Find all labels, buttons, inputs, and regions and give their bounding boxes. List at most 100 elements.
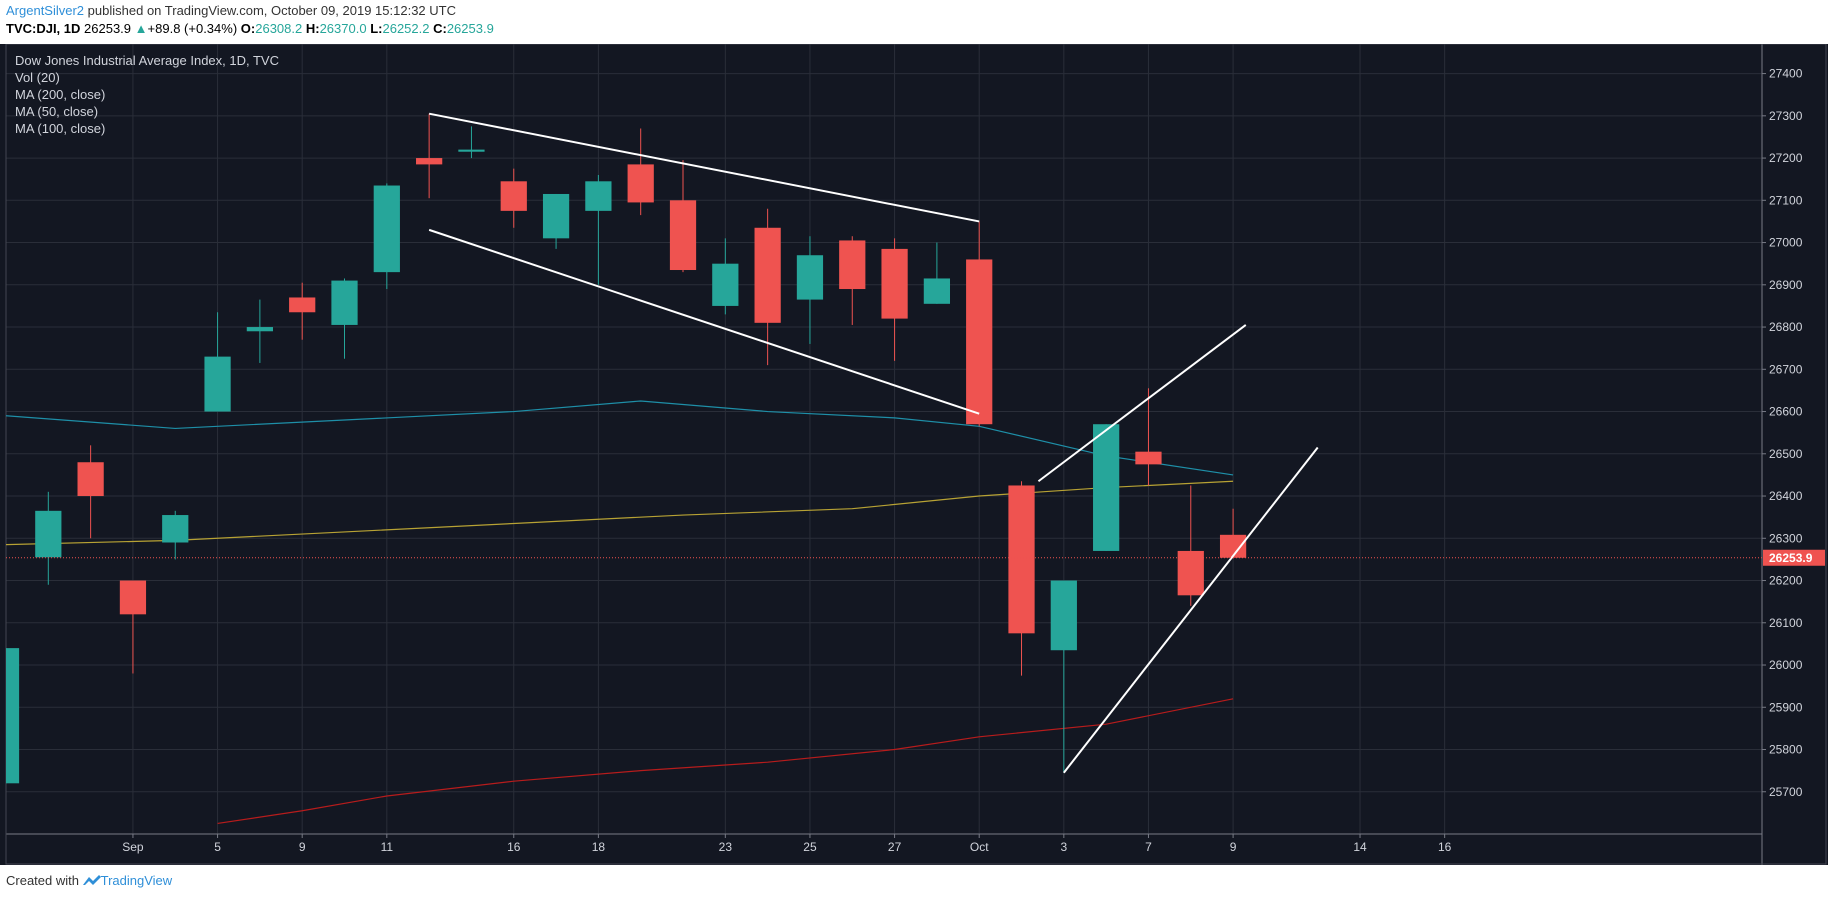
- price-tick-label: 26200: [1769, 574, 1803, 588]
- candle-up: [6, 648, 20, 784]
- low-value: 26252.2: [382, 21, 430, 36]
- time-tick-label: 9: [299, 840, 306, 854]
- publication-header: ArgentSilver2 published on TradingView.c…: [0, 0, 1828, 44]
- time-tick-label: 25: [803, 840, 817, 854]
- price-tick-label: 26400: [1769, 489, 1803, 503]
- trend-line: [1037, 324, 1247, 483]
- ma100-line: [217, 698, 1234, 825]
- time-tick-label: Oct: [970, 840, 989, 854]
- change-up-arrow-icon: ▲: [134, 21, 148, 36]
- published-text: published on TradingView.com, October 09…: [87, 3, 456, 18]
- ma50-line: [6, 400, 1234, 476]
- price-tick-label: 27100: [1769, 193, 1803, 207]
- change-value: +89.8 (+0.34%): [147, 21, 238, 36]
- price-tick-label: 26300: [1769, 531, 1803, 545]
- price-tick-label: 27200: [1769, 151, 1803, 165]
- candle-up: [712, 263, 739, 306]
- candle-up: [1093, 424, 1120, 551]
- price-tick-label: 26100: [1769, 616, 1803, 630]
- candle-down: [289, 297, 316, 313]
- legend-item-ma50[interactable]: MA (50, close): [15, 104, 99, 119]
- tradingview-logo-icon: [82, 873, 101, 888]
- symbol-label: TVC:DJI, 1D: [6, 21, 81, 36]
- price-tick-label: 26500: [1769, 447, 1803, 461]
- close-label: C:: [433, 21, 447, 36]
- open-label: O:: [240, 21, 256, 36]
- created-with: Created with TradingView: [6, 873, 172, 888]
- candle-up: [796, 255, 824, 300]
- candle-up: [204, 356, 231, 412]
- price-tick-label: 26800: [1769, 320, 1803, 334]
- candle-down: [1135, 451, 1162, 465]
- time-tick-label: 16: [507, 840, 521, 854]
- candle-down: [1219, 534, 1247, 558]
- publication-info: ArgentSilver2 published on TradingView.c…: [6, 3, 456, 18]
- ma200-line: [6, 480, 1234, 546]
- legend-item-ma200[interactable]: MA (200, close): [15, 87, 106, 102]
- candle-up: [162, 515, 189, 543]
- price-tick-label: 26700: [1769, 362, 1803, 376]
- candle-down: [627, 164, 654, 203]
- candle-down: [119, 580, 147, 615]
- price-tick-label: 26000: [1769, 658, 1803, 672]
- candle-down: [966, 259, 993, 425]
- last-price: 26253.9: [84, 21, 132, 36]
- legend-title: Dow Jones Industrial Average Index, 1D, …: [15, 53, 279, 68]
- legend-item-ma100[interactable]: MA (100, close): [15, 121, 106, 136]
- candle-up: [35, 510, 62, 558]
- price-tick-label: 25700: [1769, 785, 1803, 799]
- trend-line: [428, 228, 980, 415]
- candle-down: [1177, 550, 1204, 596]
- candle-up: [331, 280, 358, 325]
- candle-up: [246, 327, 273, 332]
- candle-down: [77, 462, 104, 497]
- price-tick-label: 27000: [1769, 236, 1803, 250]
- created-with-text: Created with: [6, 873, 79, 888]
- high-label: H:: [305, 21, 320, 36]
- candle-down: [669, 200, 697, 271]
- time-tick-label: Sep: [122, 840, 144, 854]
- time-tick-label: 16: [1438, 840, 1452, 854]
- trend-line: [428, 112, 980, 223]
- symbol-ohlc-line: TVC:DJI, 1D 26253.9 ▲+89.8 (+0.34%) O:26…: [6, 21, 494, 36]
- candle-up: [585, 181, 612, 211]
- candle-up: [1050, 580, 1077, 651]
- time-tick-label: 14: [1353, 840, 1367, 854]
- price-tick-label: 25800: [1769, 743, 1803, 757]
- open-value: 26308.2: [255, 21, 303, 36]
- candlestick-chart[interactable]: 25700 25800 25900 26000 26100 26200 26300 26400…: [0, 44, 1828, 865]
- price-tick-label: 25900: [1769, 700, 1803, 714]
- chart-background: [0, 44, 1828, 865]
- price-tick-label: 26600: [1769, 405, 1803, 419]
- trend-line: [1063, 446, 1319, 774]
- close-value: 26253.9: [446, 21, 494, 36]
- author-link[interactable]: ArgentSilver2: [6, 3, 85, 18]
- low-label: L:: [370, 21, 383, 36]
- candle-down: [1008, 485, 1035, 634]
- time-tick-label: 9: [1230, 840, 1237, 854]
- high-value: 26370.0: [319, 21, 367, 36]
- time-tick-label: 3: [1060, 840, 1067, 854]
- time-tick-label: 5: [214, 840, 221, 854]
- time-tick-label: 11: [381, 840, 394, 854]
- candle-down: [500, 181, 527, 211]
- candle-up: [923, 278, 951, 304]
- chart-legend: Dow Jones Industrial Average Index, 1D, …: [15, 52, 279, 137]
- price-tick-label: 27400: [1769, 67, 1803, 81]
- candle-down: [754, 227, 781, 323]
- candle-up: [373, 185, 400, 273]
- time-tick-label: 7: [1145, 840, 1152, 854]
- chart-frame: [5, 44, 1827, 865]
- time-tick-label: 27: [888, 840, 902, 854]
- last-price-badge: [1763, 549, 1825, 566]
- price-tick-label: 27300: [1769, 109, 1803, 123]
- candle-up: [458, 149, 485, 152]
- legend-item-volume[interactable]: Vol (20): [15, 70, 60, 85]
- price-tick-label: 26900: [1769, 278, 1803, 292]
- time-tick-label: 18: [592, 840, 606, 854]
- last-price-badge-label: 26253.9: [1769, 551, 1813, 565]
- candle-up: [542, 193, 570, 239]
- tradingview-brand-link[interactable]: TradingView: [100, 873, 173, 888]
- plot-area[interactable]: [0, 112, 1762, 825]
- candle-down: [839, 240, 866, 290]
